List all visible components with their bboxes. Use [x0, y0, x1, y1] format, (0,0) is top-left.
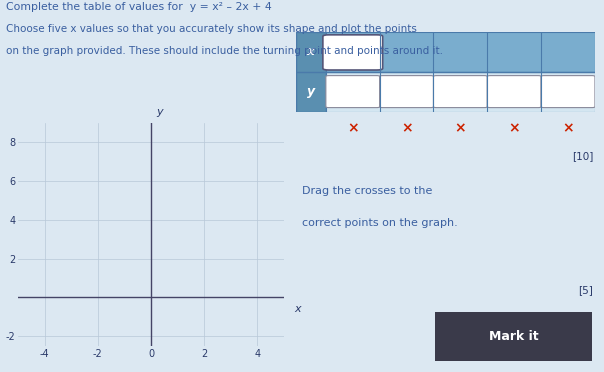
Text: y: y: [156, 107, 163, 117]
FancyBboxPatch shape: [422, 309, 604, 365]
FancyBboxPatch shape: [323, 35, 383, 70]
Text: Drag the crosses to the: Drag the crosses to the: [302, 186, 432, 196]
Bar: [326, 32, 595, 71]
Text: correct points on the graph.: correct points on the graph.: [302, 218, 458, 228]
Text: Complete the table of values for  y = x² – 2x + 4: Complete the table of values for y = x² …: [6, 2, 272, 12]
Text: on the graph provided. These should include the turning point and points around : on the graph provided. These should incl…: [6, 46, 443, 57]
Text: [10]: [10]: [572, 151, 593, 161]
Text: Choose five x values so that you accurately show its shape and plot the points: Choose five x values so that you accurat…: [6, 24, 417, 34]
FancyBboxPatch shape: [541, 76, 595, 108]
Text: x: x: [294, 304, 300, 314]
Text: ×: ×: [509, 121, 520, 135]
Text: x: x: [307, 45, 315, 58]
Text: y: y: [307, 85, 315, 98]
Text: Mark it: Mark it: [489, 330, 538, 343]
Bar: [326, 71, 595, 112]
Bar: [296, 32, 326, 112]
Text: [5]: [5]: [578, 285, 593, 295]
Text: ×: ×: [401, 121, 413, 135]
FancyBboxPatch shape: [434, 76, 487, 108]
Text: ×: ×: [455, 121, 466, 135]
Text: ×: ×: [562, 121, 574, 135]
Text: ×: ×: [347, 121, 359, 135]
FancyBboxPatch shape: [380, 76, 434, 108]
FancyBboxPatch shape: [326, 76, 380, 108]
FancyBboxPatch shape: [487, 76, 541, 108]
